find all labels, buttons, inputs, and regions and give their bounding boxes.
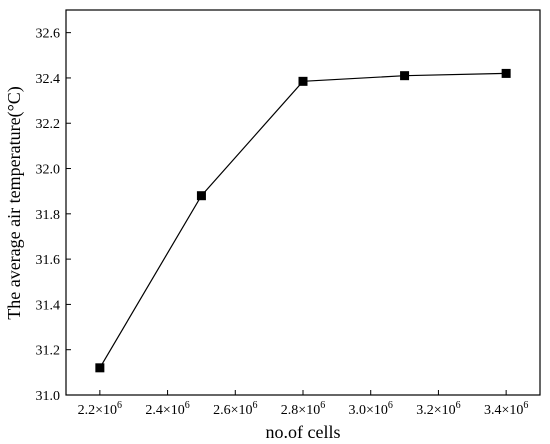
x-tick-labels: 2.2×106 2.4×106 2.6×106 2.8×106 3.0×106 3.2×1… <box>78 400 529 418</box>
series-line <box>99 72 507 369</box>
data-series <box>95 68 511 373</box>
data-point <box>501 68 511 78</box>
x-tick-label: 2.6×106 <box>213 400 257 418</box>
x-tick-label: 3.0×106 <box>349 400 393 418</box>
y-tick-label: 31.8 <box>36 208 61 223</box>
plot-frame <box>65 9 541 396</box>
x-tick-label: 3.2×106 <box>416 400 460 418</box>
x-tick-label: 2.2×106 <box>78 400 122 418</box>
y-tick-label: 32.4 <box>36 72 61 87</box>
y-tick-label: 31.6 <box>36 253 61 268</box>
y-tick-label: 32.0 <box>36 163 61 178</box>
data-point <box>298 76 308 86</box>
x-tick-label: 2.8×106 <box>281 400 325 418</box>
y-tick-label: 31.2 <box>36 344 61 359</box>
y-tick-label: 32.2 <box>36 117 61 132</box>
tick-marks <box>66 32 507 396</box>
data-point <box>196 191 206 201</box>
y-tick-label: 31.0 <box>36 389 61 404</box>
y-axis-title: The average air temperature(°C) <box>4 86 25 320</box>
y-tick-labels: 31.0 31.2 31.4 31.6 31.8 32.0 32.2 32.4 32.6 <box>36 27 61 404</box>
y-tick-label: 32.6 <box>36 27 61 42</box>
x-tick-label: 3.4×106 <box>484 400 528 418</box>
x-tick-label: 2.4×106 <box>145 400 189 418</box>
x-axis-title: no.of cells <box>266 422 341 442</box>
y-tick-label: 31.4 <box>36 298 61 313</box>
data-point <box>95 363 105 373</box>
data-point <box>400 71 410 81</box>
